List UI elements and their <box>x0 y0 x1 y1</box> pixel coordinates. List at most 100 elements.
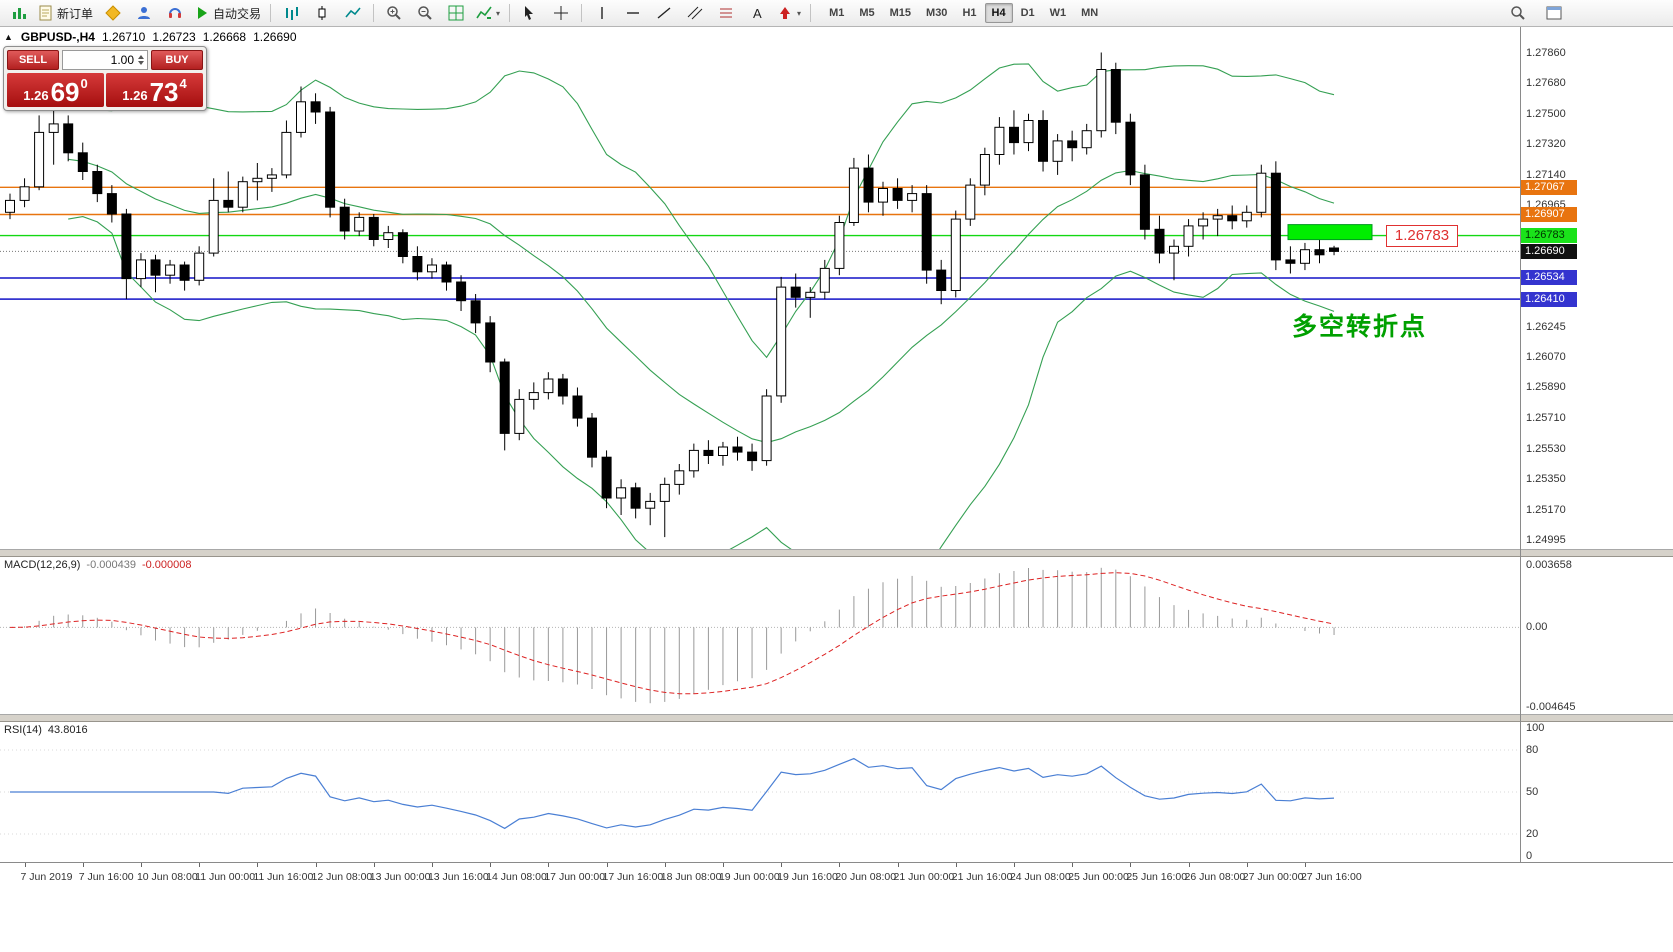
time-axis-label: 25 Jun 00:00 <box>1068 871 1129 883</box>
rsi-scale-label: 20 <box>1526 828 1539 840</box>
time-tick <box>1072 863 1074 867</box>
price-chart-pane[interactable] <box>0 27 1520 549</box>
price-axis-label: 1.25530 <box>1526 442 1566 455</box>
sell-price-point: 0 <box>80 76 88 91</box>
timeframe-button-w1[interactable]: W1 <box>1049 7 1067 19</box>
one-click-collapse-icon[interactable]: ▲ <box>4 32 13 42</box>
tile-windows-button[interactable] <box>441 2 471 24</box>
rsi-axis[interactable]: 100 80 50 20 0 <box>1521 722 1611 862</box>
horizontal-line-icon <box>627 12 640 14</box>
time-axis-label: 11 Jun 16:00 <box>253 871 314 883</box>
rsi-scale-label: 50 <box>1526 786 1539 798</box>
time-axis-label: 25 Jun 16:00 <box>1126 871 1188 883</box>
fibonacci-tool-button[interactable] <box>711 2 741 24</box>
macd-title: MACD(12,26,9) <box>4 559 81 571</box>
time-axis-label: 19 Jun 00:00 <box>718 871 780 883</box>
time-axis-label: 10 Jun 08:00 <box>136 871 198 883</box>
dropdown-caret-icon: ▾ <box>797 8 802 18</box>
text-tool-button[interactable]: A <box>742 2 772 24</box>
volume-spinner[interactable] <box>138 55 144 65</box>
arrows-tool-button[interactable]: ▾ <box>773 2 805 24</box>
time-tick <box>781 863 783 867</box>
autotrade-play-icon <box>198 7 208 19</box>
bar-chart-mode-button[interactable] <box>276 2 306 24</box>
price-annotation-label[interactable]: 1.26783 <box>1386 224 1458 247</box>
sell-price-prefix: 1.26 <box>23 88 49 103</box>
time-tick <box>24 863 26 867</box>
timeframe-button-m30[interactable]: M30 <box>926 7 948 19</box>
pane-splitter-macd[interactable] <box>0 549 1673 557</box>
window-icon <box>1546 6 1562 20</box>
sell-price-pips: 69 <box>50 77 80 107</box>
sell-button[interactable]: SELL <box>7 50 59 70</box>
indicators-button[interactable]: ▾ <box>472 2 504 24</box>
time-tick <box>955 863 957 867</box>
cursor-button[interactable] <box>515 2 545 24</box>
buy-price-pips: 73 <box>149 77 179 107</box>
zoom-out-button[interactable] <box>410 2 440 24</box>
arrow-tool-icon <box>780 7 791 19</box>
profile-button[interactable] <box>129 2 159 24</box>
vertical-line-tool-button[interactable] <box>587 2 617 24</box>
timeframe-button-mn[interactable]: MN <box>1081 7 1099 19</box>
volume-down-icon[interactable] <box>138 61 144 65</box>
toolbar-separator <box>810 4 812 22</box>
rsi-scale-label: 100 <box>1526 722 1545 734</box>
turning-point-note[interactable]: 多空转折点 <box>1292 313 1428 341</box>
toolbar-separator <box>270 4 272 22</box>
line-chart-mode-button[interactable] <box>338 2 368 24</box>
indicators-icon <box>476 6 492 19</box>
time-axis-label: 13 Jun 16:00 <box>427 871 489 883</box>
price-axis-label: 1.27860 <box>1526 46 1566 59</box>
time-axis-label: 17 Jun 16:00 <box>602 871 664 883</box>
autotrade-label: 自动交易 <box>213 6 262 21</box>
market-button[interactable] <box>98 2 128 24</box>
macd-signal-value: -0.000008 <box>141 559 192 571</box>
time-axis-label: 21 Jun 16:00 <box>951 871 1013 883</box>
time-axis-label: 13 Jun 00:00 <box>369 871 431 883</box>
search-icon <box>1511 6 1525 20</box>
timeframe-button-m5[interactable]: M5 <box>859 7 875 19</box>
rsi-pane[interactable] <box>0 722 1520 862</box>
window-layout-button[interactable] <box>1539 2 1569 24</box>
new-chart-button[interactable] <box>4 2 34 24</box>
timeframe-button-h4[interactable]: H4 <box>984 3 1013 23</box>
zoom-in-button[interactable] <box>379 2 409 24</box>
bar-chart-icon <box>286 7 299 20</box>
time-axis-label: 24 Jun 08:00 <box>1009 871 1071 883</box>
rsi-indicator-label: RSI(14) 43.8016 <box>4 724 88 736</box>
time-axis-label: 18 Jun 08:00 <box>660 871 722 883</box>
pane-splitter-rsi[interactable] <box>0 714 1673 722</box>
trendline-icon <box>657 7 671 19</box>
timeframe-button-m1[interactable]: M1 <box>829 7 845 19</box>
time-tick <box>1130 863 1132 867</box>
price-tag: 1.26690 <box>1521 243 1577 259</box>
chart-window[interactable]: ▲ GBPUSD-,H4 1.26710 1.26723 1.26668 1.2… <box>0 27 1673 952</box>
horizontal-line-tool-button[interactable] <box>618 2 648 24</box>
search-button[interactable] <box>1503 2 1533 24</box>
crosshair-button[interactable] <box>546 2 576 24</box>
timeframe-button-d1[interactable]: D1 <box>1020 7 1035 19</box>
buy-price-display[interactable]: 1.26 73 4 <box>106 73 203 107</box>
price-axis[interactable]: 1.27860 1.27680 1.27500 1.27320 1.27140 1.269… <box>1521 27 1611 549</box>
buy-button[interactable]: BUY <box>151 50 203 70</box>
candle-chart-mode-button[interactable] <box>307 2 337 24</box>
time-tick <box>897 863 899 867</box>
support-button[interactable] <box>160 2 190 24</box>
sell-price-display[interactable]: 1.26 69 0 <box>7 73 104 107</box>
channel-tool-button[interactable] <box>680 2 710 24</box>
macd-axis[interactable]: 0.003658 0.00 -0.004645 <box>1521 557 1611 714</box>
trendline-tool-button[interactable] <box>649 2 679 24</box>
chart-title: ▲ GBPUSD-,H4 1.26710 1.26723 1.26668 1.2… <box>4 30 297 44</box>
price-tag: 1.27067 <box>1521 179 1577 195</box>
autotrade-button[interactable]: 自动交易 <box>191 2 265 24</box>
timeframe-button-h1[interactable]: H1 <box>962 7 977 19</box>
volume-up-icon[interactable] <box>138 55 144 59</box>
volume-input[interactable]: 1.00 <box>62 50 148 70</box>
timeframe-button-m15[interactable]: M15 <box>889 7 912 19</box>
time-tick <box>722 863 724 867</box>
time-axis[interactable]: 7 Jun 2019 7 Jun 16:00 10 Jun 08:00 11 Jun … <box>0 863 1673 951</box>
macd-pane[interactable] <box>0 557 1520 714</box>
time-tick <box>315 863 317 867</box>
new-order-button[interactable]: 新订单 <box>35 2 97 24</box>
